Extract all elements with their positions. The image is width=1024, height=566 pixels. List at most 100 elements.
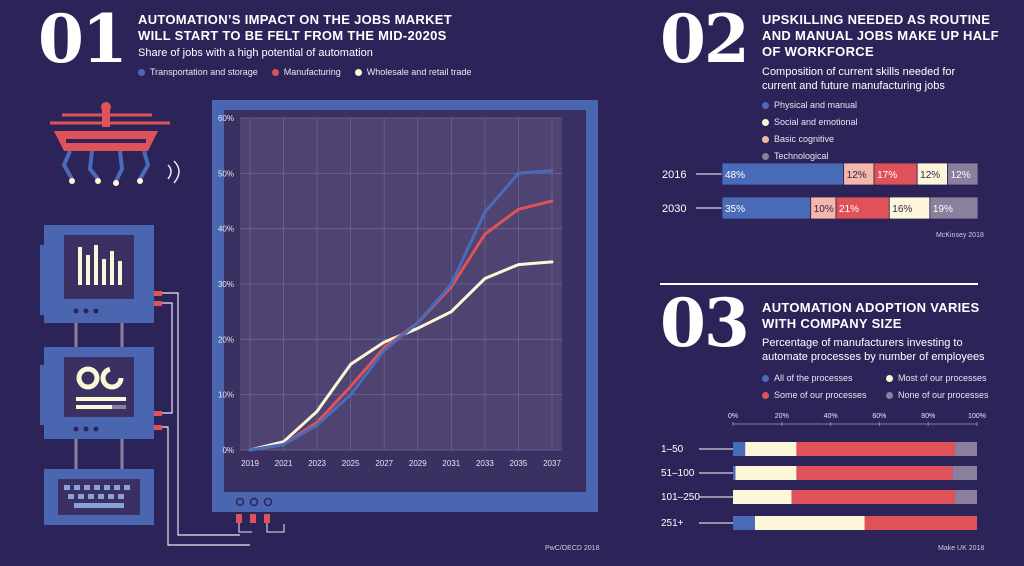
section-1-title-line1: Automation’s impact on the jobs market [138,12,453,27]
legend-label: Basic cognitive [774,134,835,144]
y-tick-label: 20% [218,335,234,344]
section-2-title-line1: Upskilling needed as routine [762,12,991,27]
x-tick-label: 2021 [275,459,293,468]
cable-connector-icon [264,514,270,523]
x-tick-label: 40% [824,413,838,420]
x-tick-label: 2033 [476,459,494,468]
monitor-button-icon [235,497,245,507]
skills-bar-label: 16% [892,204,912,215]
skills-bar-segment [929,196,979,220]
line-chart: 0% 10% 20% 30% 40% 50% 60% 2019 2021 2023 2025 202… [212,100,598,533]
x-tick-label: 2023 [308,459,326,468]
skills-bar-label: 21% [839,204,859,215]
legend-swatch [138,68,145,76]
series-lines [248,169,554,452]
legend-label: None of our processes [898,390,989,400]
x-tick-label: 80% [921,413,935,420]
legend-item: All of the processes [762,373,872,383]
series-line-transportation-and-storage [248,169,554,452]
keyboard-icon [44,469,154,525]
skills-bar-label: 17% [877,170,897,181]
size-row-label: 101–250 [661,492,700,503]
monitor-button-icon [263,497,273,507]
size-bar-segment [864,516,977,530]
drone-icon [50,102,180,186]
section-2-title: Upskilling needed as routine and manual … [762,12,1002,60]
section-2-subtitle: Composition of current skills needed for… [762,65,1002,93]
size-row-label: 1–50 [661,444,684,455]
y-tick-label: 0% [222,446,234,455]
monitor-bars-icon [40,225,154,323]
legend-swatch [762,391,769,399]
x-tick-labels: 2019 2021 2023 2025 2027 2029 2031 2033 2035 2037 [241,459,561,468]
skills-row-label: 2030 [662,203,686,215]
size-row-label: 51–100 [661,468,695,479]
legend-item: Transportation and storage [138,67,258,77]
section-2-source: McKinsey 2018 [936,232,984,239]
section-3-subtitle: Percentage of manufacturers investing to… [762,336,1012,364]
legend-item: None of our processes [886,390,996,400]
section-3-legend: All of the processes Most of our processe… [762,373,1012,407]
section-2-subtitle-line2: current and future manufacturing jobs [762,80,945,92]
y-tick-label: 30% [218,280,234,289]
legend-swatch [762,118,769,126]
legend-item: Social and emotional [762,117,872,127]
size-bar-segment [733,466,736,480]
y-tick-label: 10% [218,391,234,400]
section-1-title-line2: will start to be felt from the mid-2020s [138,28,447,43]
legend-swatch [886,374,893,382]
section-1-subtitle: Share of jobs with a high potential of a… [138,47,373,59]
section-1-source: PwC/OECD 2018 [545,545,600,552]
legend-swatch [762,374,769,382]
monitor-donut-icon [40,347,154,439]
size-bar-segment [733,442,746,456]
legend-item: Physical and manual [762,100,872,110]
legend-item: Wholesale and retail trade [354,67,472,77]
section-number-03: 03 [660,284,750,362]
size-row-label: 251+ [661,518,684,529]
size-bar-segment [754,516,865,530]
section-1-legend: Transportation and storage Manufacturing W… [138,67,485,78]
legend-swatch [762,135,769,143]
size-bar-segment [791,490,956,504]
legend-swatch [886,391,893,399]
x-tick-label: 2031 [442,459,460,468]
legend-label: Social and emotional [774,117,858,127]
skills-bar-label: 12% [920,170,940,181]
cable-connectors [154,291,162,430]
legend-label: Physical and manual [774,100,858,110]
section-3-title: Automation adoption varies with company … [762,300,1002,332]
y-tick-label: 40% [218,225,234,234]
monitor-button-icon [249,497,259,507]
legend-swatch [271,68,279,76]
size-bar-segment [796,466,953,480]
x-tick-label: 2025 [342,459,360,468]
legend-label: Technological [774,151,829,161]
y-tick-labels: 0% 10% 20% 30% 40% 50% 60% [218,114,234,455]
legend-item: Most of our processes [886,373,996,383]
section-2-title-line3: of workforce [762,44,874,59]
size-bar-segment [952,466,977,480]
x-tick-label: 100% [968,413,986,420]
x-tick-label: 60% [872,413,886,420]
section-3-title-line2: with company size [762,316,902,331]
skills-bar-label: 19% [933,204,953,215]
size-bar-segment [955,490,977,504]
section-2-title-line2: and manual jobs make up half [762,28,999,43]
skills-bar-label: 35% [725,204,745,215]
skills-bar-label: 12% [951,170,971,181]
skills-bar-label: 12% [847,170,867,181]
legend-label: Wholesale and retail trade [366,67,472,77]
x-tick-label: 2019 [241,459,259,468]
cable-connector-icon [236,514,242,523]
size-bar-segment [733,490,792,504]
skills-bar-label: 48% [725,170,745,181]
x-tick-label: 2029 [409,459,427,468]
legend-item: Basic cognitive [762,134,872,144]
legend-swatch [762,101,769,109]
section-number-01: 01 [38,0,128,78]
x-tick-label: 0% [728,413,738,420]
x-tick-label: 2037 [543,459,561,468]
cable-connector-icon [250,514,256,523]
section-3-title-line1: Automation adoption varies [762,300,980,315]
